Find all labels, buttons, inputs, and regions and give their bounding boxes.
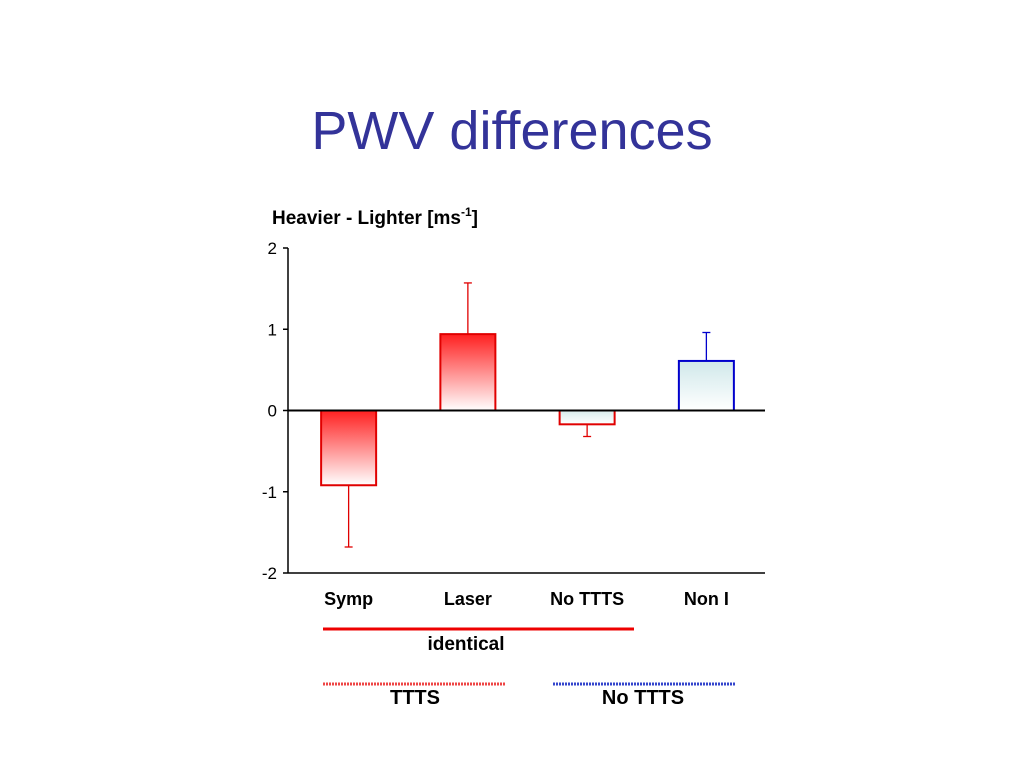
ttts-group-label: TTTS xyxy=(390,687,440,709)
no-ttts-group-label: No TTTS xyxy=(602,687,684,709)
bar-no-ttts xyxy=(558,409,616,426)
y-axis-label-sup: -1 xyxy=(461,205,472,219)
identical-label: identical xyxy=(427,634,504,655)
x-tick-label: Non I xyxy=(684,589,729,609)
bar-non-i xyxy=(677,359,735,412)
y-tick-label: -2 xyxy=(262,564,277,583)
bar-symp xyxy=(320,409,378,487)
y-tick-label: 2 xyxy=(268,239,277,258)
x-tick-label: Symp xyxy=(324,589,373,609)
y-tick-label: 1 xyxy=(268,320,277,339)
y-axis-label-main: Heavier - Lighter [ms xyxy=(272,208,461,229)
y-axis-label: Heavier - Lighter [ms-1] xyxy=(272,205,478,229)
y-axis-label-close: ] xyxy=(472,208,478,229)
y-tick-label: 0 xyxy=(268,402,277,421)
slide-title: PWV differences xyxy=(311,101,713,161)
bar-laser xyxy=(439,333,497,412)
x-tick-label: No TTTS xyxy=(550,589,624,609)
y-tick-label: -1 xyxy=(262,483,277,502)
x-tick-label: Laser xyxy=(444,589,492,609)
